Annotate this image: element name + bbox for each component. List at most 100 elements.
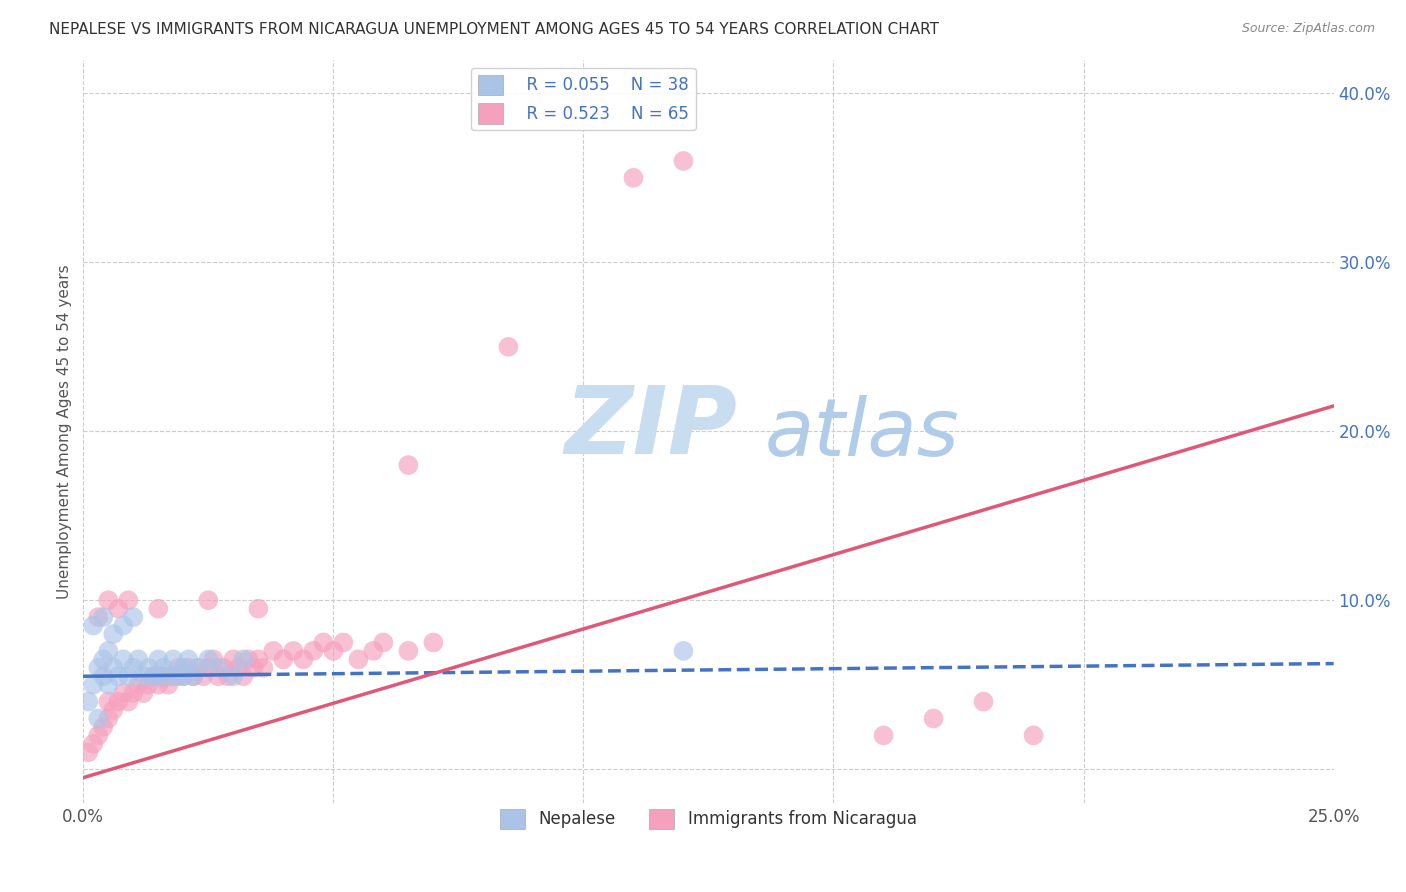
- Point: [97, 695, 120, 709]
- Point: [363, 644, 385, 658]
- Point: [117, 669, 139, 683]
- Point: [172, 669, 194, 683]
- Point: [87, 711, 110, 725]
- Point: [107, 601, 129, 615]
- Text: NEPALESE VS IMMIGRANTS FROM NICARAGUA UNEMPLOYMENT AMONG AGES 45 TO 54 YEARS COR: NEPALESE VS IMMIGRANTS FROM NICARAGUA UN…: [49, 22, 939, 37]
- Point: [77, 695, 100, 709]
- Point: [197, 652, 219, 666]
- Point: [82, 737, 104, 751]
- Point: [82, 678, 104, 692]
- Point: [247, 652, 270, 666]
- Point: [148, 678, 170, 692]
- Point: [103, 703, 125, 717]
- Point: [222, 652, 245, 666]
- Point: [82, 618, 104, 632]
- Point: [122, 686, 145, 700]
- Point: [252, 661, 274, 675]
- Point: [136, 661, 159, 675]
- Point: [177, 652, 200, 666]
- Point: [273, 652, 295, 666]
- Point: [872, 728, 894, 742]
- Point: [973, 695, 995, 709]
- Point: [91, 669, 114, 683]
- Point: [91, 652, 114, 666]
- Point: [127, 678, 149, 692]
- Point: [202, 652, 225, 666]
- Point: [207, 661, 229, 675]
- Point: [167, 661, 190, 675]
- Point: [87, 610, 110, 624]
- Text: ZIP: ZIP: [565, 382, 738, 474]
- Point: [122, 610, 145, 624]
- Point: [87, 728, 110, 742]
- Point: [232, 669, 254, 683]
- Point: [187, 661, 209, 675]
- Point: [197, 593, 219, 607]
- Point: [228, 661, 250, 675]
- Point: [312, 635, 335, 649]
- Point: [396, 458, 419, 472]
- Point: [112, 618, 135, 632]
- Point: [117, 695, 139, 709]
- Point: [97, 644, 120, 658]
- Point: [232, 652, 254, 666]
- Point: [117, 593, 139, 607]
- Point: [142, 669, 165, 683]
- Point: [212, 661, 235, 675]
- Point: [172, 661, 194, 675]
- Point: [217, 669, 239, 683]
- Point: [177, 661, 200, 675]
- Point: [142, 669, 165, 683]
- Point: [187, 661, 209, 675]
- Point: [347, 652, 370, 666]
- Point: [262, 644, 284, 658]
- Point: [396, 644, 419, 658]
- Text: Source: ZipAtlas.com: Source: ZipAtlas.com: [1241, 22, 1375, 36]
- Point: [623, 170, 645, 185]
- Point: [162, 669, 184, 683]
- Point: [197, 661, 219, 675]
- Point: [222, 669, 245, 683]
- Point: [292, 652, 315, 666]
- Point: [132, 686, 155, 700]
- Point: [112, 652, 135, 666]
- Point: [136, 678, 159, 692]
- Point: [97, 678, 120, 692]
- Point: [91, 720, 114, 734]
- Point: [922, 711, 945, 725]
- Point: [97, 711, 120, 725]
- Point: [193, 669, 215, 683]
- Point: [152, 661, 174, 675]
- Point: [181, 669, 204, 683]
- Point: [322, 644, 344, 658]
- Point: [103, 661, 125, 675]
- Point: [172, 669, 194, 683]
- Point: [247, 601, 270, 615]
- Point: [91, 610, 114, 624]
- Point: [112, 686, 135, 700]
- Point: [148, 652, 170, 666]
- Point: [332, 635, 354, 649]
- Point: [148, 601, 170, 615]
- Legend: Nepalese, Immigrants from Nicaragua: Nepalese, Immigrants from Nicaragua: [494, 802, 924, 836]
- Point: [157, 669, 180, 683]
- Point: [1022, 728, 1045, 742]
- Point: [207, 669, 229, 683]
- Point: [122, 661, 145, 675]
- Point: [87, 661, 110, 675]
- Point: [107, 695, 129, 709]
- Point: [157, 678, 180, 692]
- Point: [302, 644, 325, 658]
- Point: [373, 635, 395, 649]
- Point: [181, 669, 204, 683]
- Point: [242, 661, 264, 675]
- Point: [672, 644, 695, 658]
- Point: [107, 669, 129, 683]
- Point: [672, 153, 695, 168]
- Point: [77, 745, 100, 759]
- Point: [148, 669, 170, 683]
- Point: [238, 652, 260, 666]
- Point: [132, 669, 155, 683]
- Point: [152, 669, 174, 683]
- Point: [162, 652, 184, 666]
